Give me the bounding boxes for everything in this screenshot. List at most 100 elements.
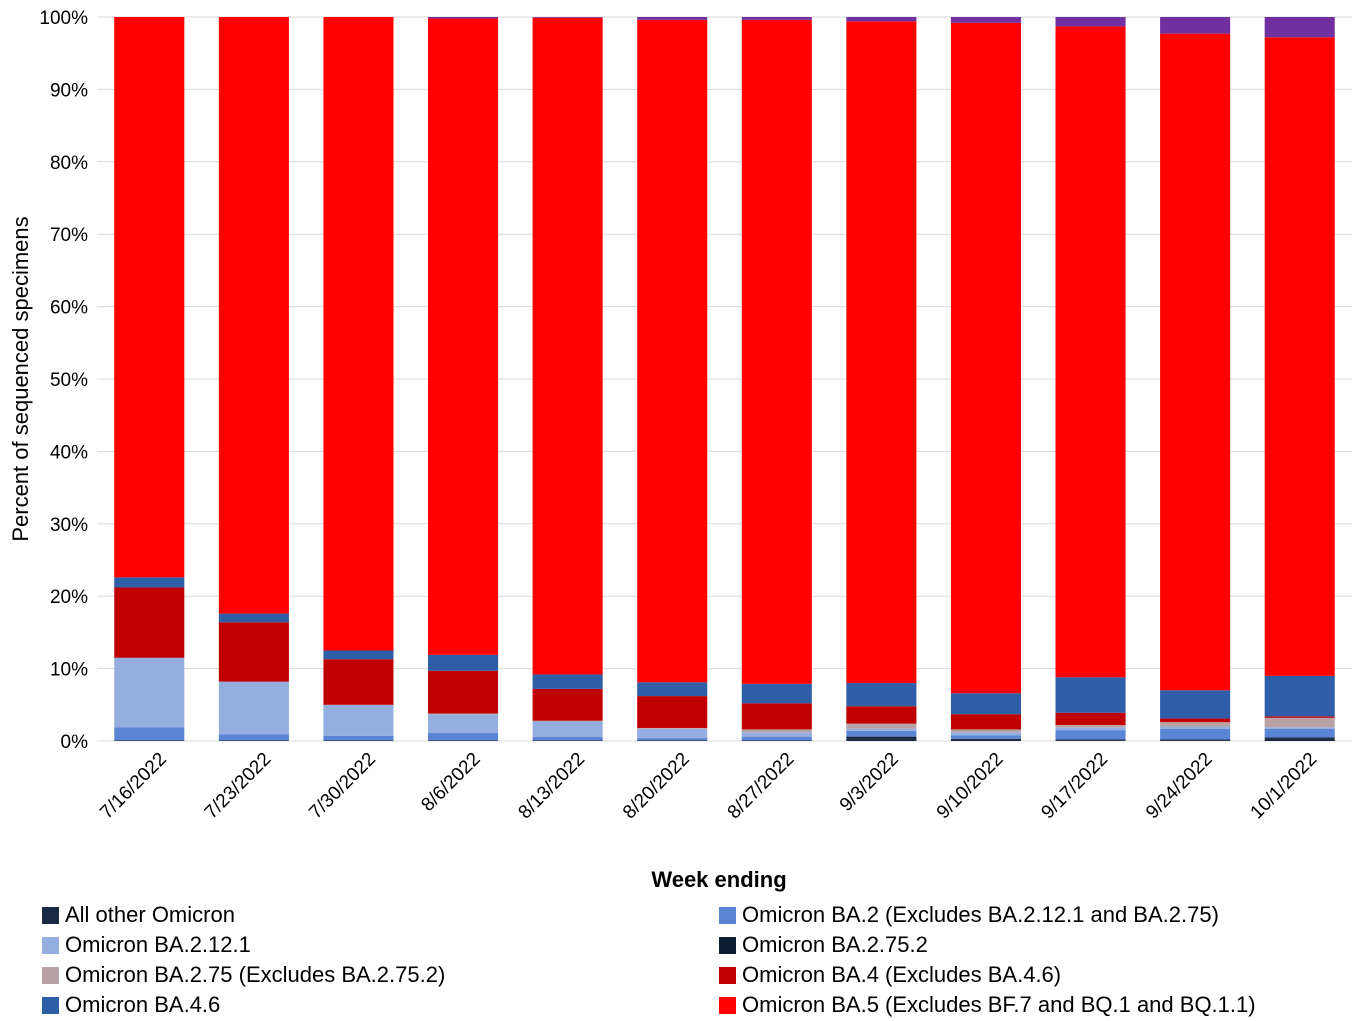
bar-segment <box>846 738 917 741</box>
bar-segment <box>1264 738 1335 741</box>
legend-swatch <box>719 907 736 924</box>
bar-segment <box>1160 726 1231 729</box>
legend-label: Omicron BA.4 (Excludes BA.4.6) <box>742 962 1062 987</box>
legend-item: Omicron BA.4 (Excludes BA.4.6) <box>719 960 1061 990</box>
y-tick-label: 10% <box>50 660 88 681</box>
bar-segment <box>846 723 917 729</box>
y-tick-label: 20% <box>50 587 88 608</box>
bar-segment <box>1055 739 1126 741</box>
x-tick-label: 7/16/2022 <box>96 749 171 824</box>
bar-segment <box>218 681 289 735</box>
bar-segment <box>114 657 185 728</box>
legend-label: Omicron BA.2.12.1 <box>65 932 251 957</box>
bar-stack <box>114 17 185 741</box>
bar-segment <box>428 740 499 741</box>
x-tick-label: 10/1/2022 <box>1247 749 1322 824</box>
bar-segment <box>428 670 499 714</box>
bar-stack <box>428 17 499 741</box>
bar-segment <box>114 577 185 588</box>
bar-segment <box>323 17 394 651</box>
bar-segment <box>1055 740 1126 741</box>
bar-segment <box>1055 677 1126 713</box>
bar-segment <box>428 654 499 671</box>
bar-segment <box>1160 722 1231 727</box>
bar-stack <box>1264 17 1335 741</box>
x-tick-label: 9/24/2022 <box>1142 749 1217 824</box>
bar-segment <box>532 674 603 689</box>
bar-segment <box>1264 727 1335 729</box>
legend-swatch <box>719 937 736 954</box>
bar-segment <box>846 736 917 739</box>
legend-label: Omicron BA.2.75.2 <box>742 932 928 957</box>
bar-segment <box>218 613 289 623</box>
bar-segment <box>532 17 603 18</box>
legend-label: Omicron BA.2 (Excludes BA.2.12.1 and BA.… <box>742 902 1219 927</box>
bar-segment <box>532 740 603 741</box>
y-axis-ticks: 0% 10% 20% 30% 40% 50% 60% 70% 80% 90% 100% <box>39 8 88 753</box>
legend-item: Omicron BA.2.75.2 <box>719 930 928 960</box>
bar-segment <box>637 682 708 697</box>
y-tick-label: 100% <box>39 8 88 29</box>
bars <box>114 17 1335 741</box>
bar-segment <box>1160 690 1231 719</box>
bar-segment <box>637 19 708 683</box>
bar-segment <box>428 17 499 19</box>
bar-segment <box>846 21 917 684</box>
bar-stack <box>950 17 1021 741</box>
bar-segment <box>1160 740 1231 741</box>
bar-segment <box>741 729 812 733</box>
y-tick-label: 50% <box>50 370 88 391</box>
bar-segment <box>428 18 499 655</box>
legend-item: Omicron BA.2.12.1 <box>42 930 251 960</box>
bar-segment <box>114 587 185 658</box>
bar-segment <box>950 738 1021 740</box>
y-tick-label: 60% <box>50 298 88 319</box>
bar-segment <box>428 713 499 715</box>
bar-segment <box>950 693 1021 715</box>
bar-segment <box>218 622 289 682</box>
x-tick-label: 8/20/2022 <box>619 749 694 824</box>
x-axis-ticks: 7/16/2022 7/23/2022 7/30/2022 8/6/2022 8/13/… <box>96 749 1321 824</box>
bar-segment <box>637 728 708 739</box>
bar-segment <box>532 720 603 722</box>
legend-label: Omicron BA.2.75 (Excludes BA.2.75.2) <box>65 962 446 987</box>
bar-segment <box>218 734 289 741</box>
bar-segment <box>1055 725 1126 728</box>
bar-segment <box>323 650 394 660</box>
bar-segment <box>1055 712 1126 726</box>
x-axis-label: Week ending <box>651 867 786 892</box>
legend-swatch <box>42 967 59 984</box>
x-tick-label: 8/6/2022 <box>417 749 484 816</box>
bar-stack <box>846 17 917 741</box>
gridlines <box>97 16 1352 742</box>
bar-segment <box>950 735 1021 739</box>
bar-stack <box>637 17 708 741</box>
bar-segment <box>1264 728 1335 738</box>
legend-item: Omicron BA.5 (Excludes BF.7 and BQ.1 and… <box>719 990 1256 1020</box>
legend-swatch <box>42 937 59 954</box>
bar-segment <box>1160 728 1231 740</box>
bar-segment <box>637 17 708 20</box>
bar-segment <box>1264 37 1335 676</box>
bar-segment <box>637 696 708 728</box>
bar-segment <box>741 17 812 20</box>
x-tick-label: 8/27/2022 <box>724 749 799 824</box>
x-tick-label: 9/10/2022 <box>933 749 1008 824</box>
legend-label: Omicron BA.5 (Excludes BF.7 and BQ.1 and… <box>742 992 1256 1017</box>
bar-segment <box>1264 17 1335 38</box>
y-axis-label: Percent of sequenced specimens <box>8 216 33 541</box>
bar-segment <box>846 706 917 724</box>
bar-segment <box>637 740 708 741</box>
bar-segment <box>1055 730 1126 740</box>
bar-segment <box>532 17 603 675</box>
bar-segment <box>950 739 1021 741</box>
bar-stack <box>1055 17 1126 741</box>
legend-item: Omicron BA.2.75 (Excludes BA.2.75.2) <box>42 960 445 990</box>
bar-segment <box>741 736 812 741</box>
legend-label: All other Omicron <box>65 902 235 927</box>
bar-segment <box>950 729 1021 733</box>
bar-stack <box>323 17 394 741</box>
x-tick-label: 7/23/2022 <box>201 749 276 824</box>
bar-stack <box>1160 17 1231 741</box>
